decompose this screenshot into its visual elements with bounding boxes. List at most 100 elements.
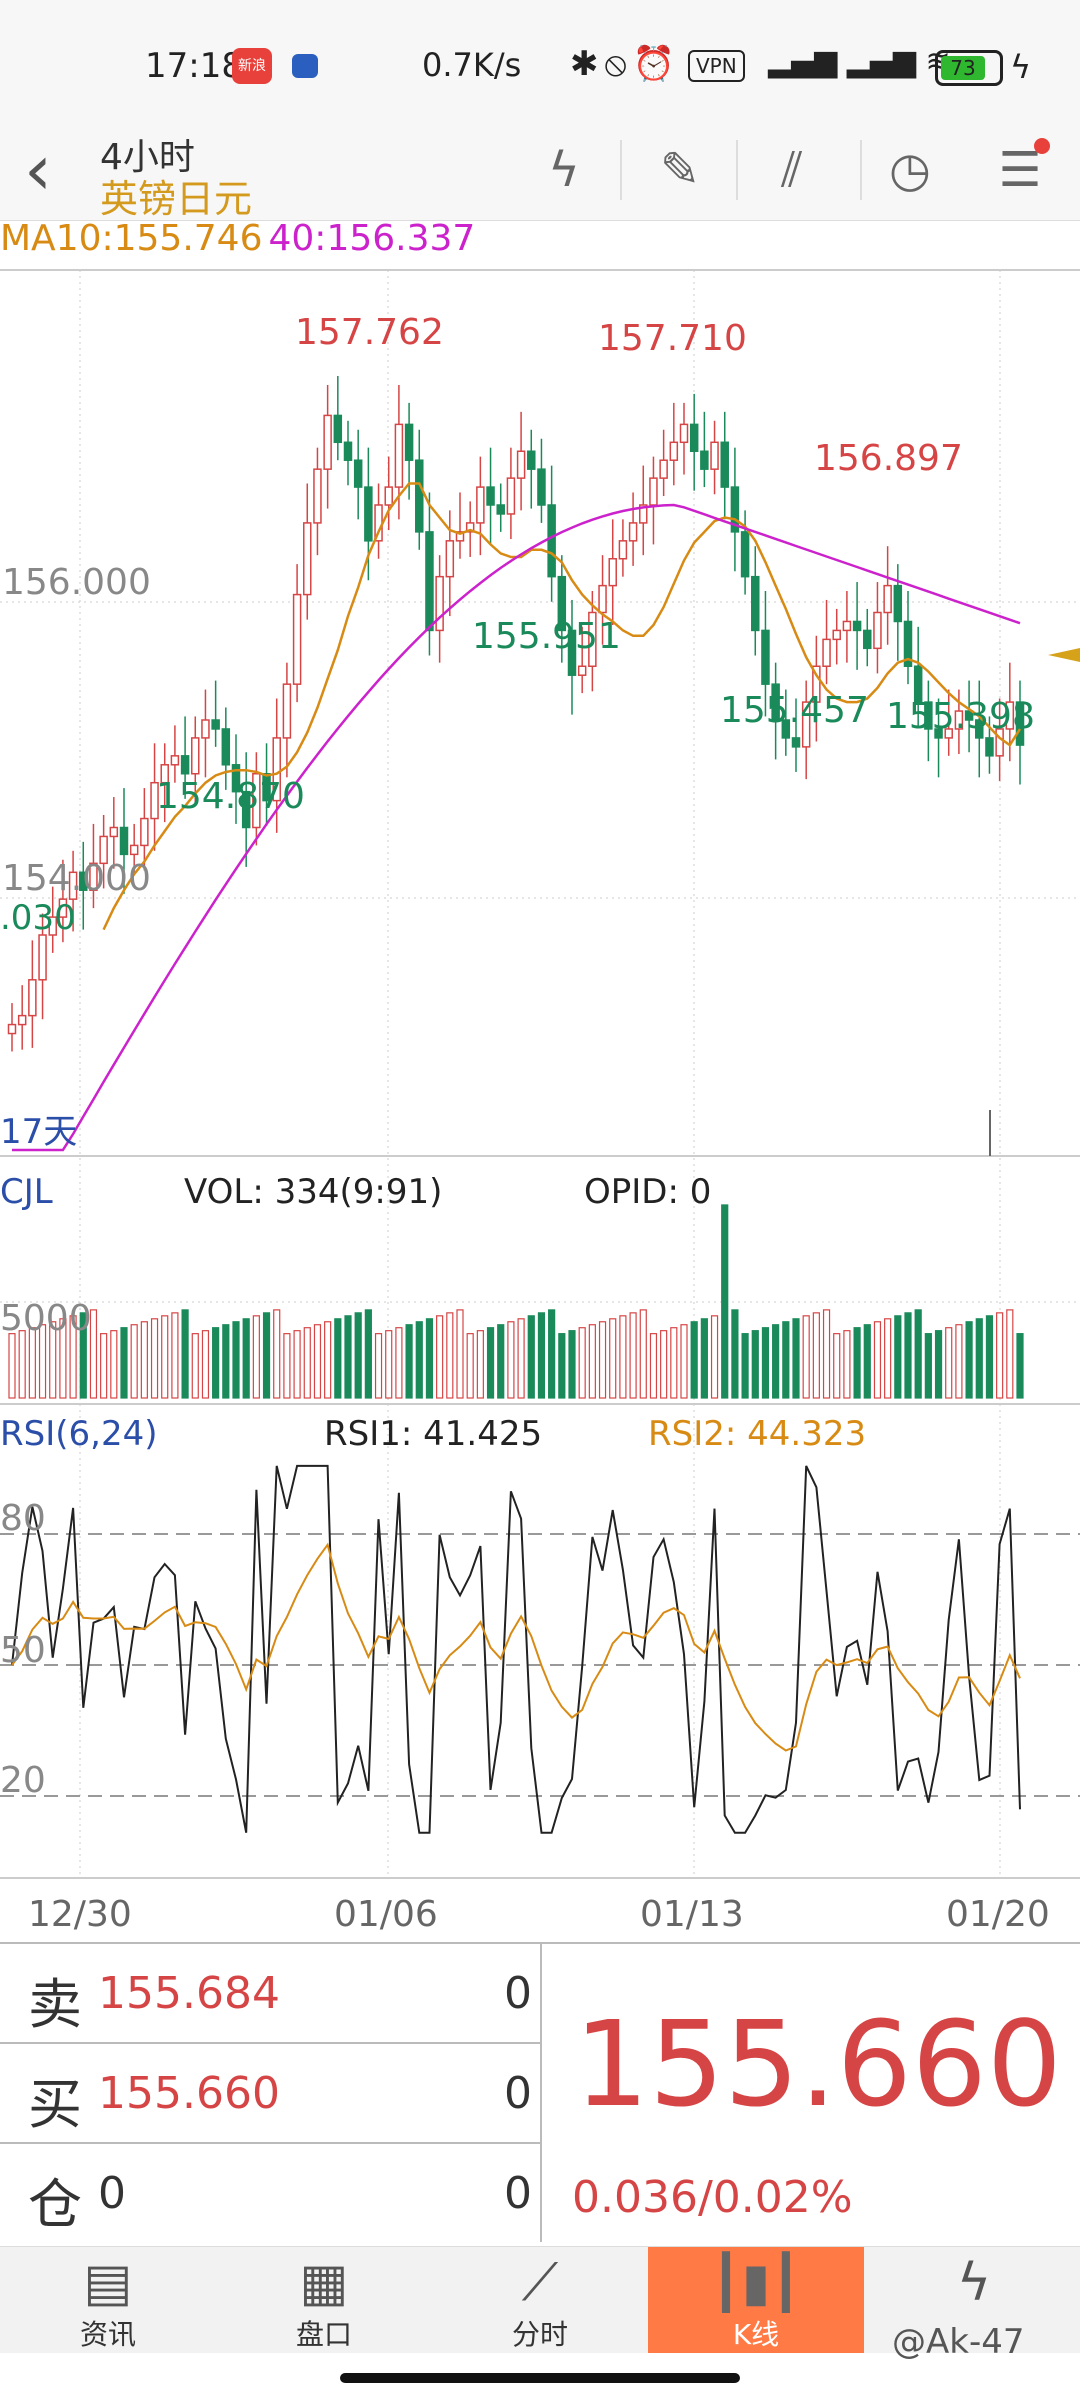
volume-bar — [527, 1315, 535, 1399]
candle-body — [313, 468, 322, 524]
candle-body — [567, 629, 577, 676]
flash-icon[interactable]: ϟ — [548, 142, 580, 198]
watermark: @Ak-47 — [892, 2322, 1025, 2362]
volume-bar — [1006, 1309, 1014, 1399]
candle-body — [99, 835, 108, 865]
grid-label-156: 156.000 — [2, 562, 151, 603]
candle-body — [170, 755, 180, 766]
volume-bar — [130, 1324, 138, 1399]
menu-list-icon[interactable]: ☰ — [998, 142, 1042, 198]
buy-price: 155.660 — [98, 2068, 280, 2119]
candle-body — [913, 665, 923, 703]
candle-body — [710, 441, 719, 470]
charging-icon: ϟ — [1010, 48, 1032, 86]
volume-value: VOL: 334(9:91) — [184, 1172, 443, 1212]
tab-order-book[interactable]: ▦ 盘口 — [244, 2247, 404, 2353]
volume-bar — [181, 1309, 189, 1399]
candle-body — [476, 486, 485, 524]
volume-bar — [150, 1318, 159, 1399]
volume-bar — [924, 1333, 932, 1399]
buy-row[interactable]: 买 155.660 0 — [0, 2042, 540, 2144]
candle-body — [445, 540, 455, 578]
position-row[interactable]: 仓 0 0 — [0, 2142, 540, 2242]
volume-bar — [578, 1327, 586, 1399]
kline-chart[interactable] — [0, 0, 1080, 1942]
clock-icon[interactable]: ◷ — [889, 142, 931, 198]
volume-bar — [334, 1318, 342, 1399]
volume-bar — [873, 1321, 882, 1399]
candle-body — [180, 755, 190, 775]
candle-body — [649, 477, 658, 506]
high-label: 157.710 — [598, 318, 747, 359]
timeframe-label[interactable]: 4小时 — [100, 137, 195, 178]
volume-bar — [344, 1315, 352, 1399]
candle-body — [761, 629, 770, 685]
candle-body — [89, 862, 98, 891]
candle-body — [985, 737, 994, 757]
volume-bar — [690, 1321, 698, 1399]
news-icon: ▤ — [83, 2253, 133, 2313]
volume-bar — [731, 1309, 739, 1399]
volume-bar — [436, 1315, 444, 1399]
volume-bar — [28, 1327, 36, 1399]
rsi-level-label: 80 — [0, 1498, 46, 1539]
volume-bar — [598, 1321, 607, 1399]
candle-body — [1015, 701, 1025, 746]
tab-label: K线 — [732, 2318, 780, 2351]
home-indicator[interactable] — [340, 2373, 740, 2383]
high-label: 156.897 — [814, 438, 963, 479]
volume-bar — [466, 1333, 474, 1399]
volume-bar — [904, 1312, 912, 1399]
volume-bar — [456, 1309, 464, 1399]
volume-bar — [313, 1324, 322, 1399]
candle-body — [516, 450, 526, 479]
symbol-name[interactable]: 英镑日元 — [100, 177, 253, 221]
candle-body — [282, 683, 292, 739]
candle-body — [68, 871, 78, 900]
volume-bar — [385, 1330, 393, 1399]
candle-body — [415, 459, 424, 533]
volume-bar — [59, 1318, 67, 1399]
low-label: 154.870 — [156, 776, 305, 817]
candle-body — [812, 665, 821, 703]
candlestick-icon: ┃▮┃ — [710, 2253, 802, 2313]
candle-body — [801, 701, 811, 748]
back-arrow-icon[interactable]: ‹ — [24, 129, 52, 211]
high-label: 157.762 — [295, 312, 444, 353]
signal-icon: ▂▄▆ ▂▄▆ ≋ — [768, 44, 951, 79]
tab-intraday[interactable]: ⟋ 分时 — [460, 2247, 620, 2353]
tab-flash[interactable]: ϟ — [894, 2247, 1054, 2353]
draw-pen-icon[interactable]: ✎ — [659, 142, 701, 198]
volume-bar — [79, 1312, 87, 1399]
volume-indicator-name[interactable]: CJL — [0, 1172, 53, 1212]
flash-icon: ϟ — [956, 2253, 992, 2313]
volume-bar — [537, 1312, 546, 1399]
date-tick: 01/20 — [946, 1894, 1050, 1935]
tab-kline[interactable]: ┃▮┃ K线 — [648, 2247, 864, 2353]
candle-body — [842, 620, 852, 632]
ma10-line — [102, 482, 1022, 931]
volume-bar — [802, 1315, 810, 1399]
candle-body — [944, 728, 953, 739]
volume-bar — [242, 1318, 250, 1399]
volume-bar — [89, 1309, 98, 1399]
tab-news[interactable]: ▤ 资讯 — [28, 2247, 188, 2353]
sell-row[interactable]: 卖 155.684 0 — [0, 1942, 540, 2044]
volume-bar — [761, 1327, 770, 1399]
candle-body — [557, 575, 567, 632]
candle-body — [1005, 701, 1015, 730]
candle-body — [119, 826, 129, 856]
volume-bar — [171, 1312, 179, 1399]
volume-bar — [405, 1324, 413, 1399]
order-panel: 卖 155.684 0 买 155.660 0 仓 0 0 — [0, 1942, 1080, 2242]
volume-bar — [741, 1333, 749, 1399]
candle-body — [791, 737, 801, 748]
rsi-level-label: 50 — [0, 1630, 46, 1671]
candle-body — [79, 871, 88, 891]
volume-bar — [49, 1321, 57, 1399]
rsi-indicator-name[interactable]: RSI(6,24) — [0, 1414, 158, 1454]
candle-body — [28, 979, 37, 1017]
candle-body — [496, 504, 505, 515]
trendline-icon[interactable]: ⫽ — [781, 142, 803, 198]
candle-body — [995, 728, 1004, 757]
